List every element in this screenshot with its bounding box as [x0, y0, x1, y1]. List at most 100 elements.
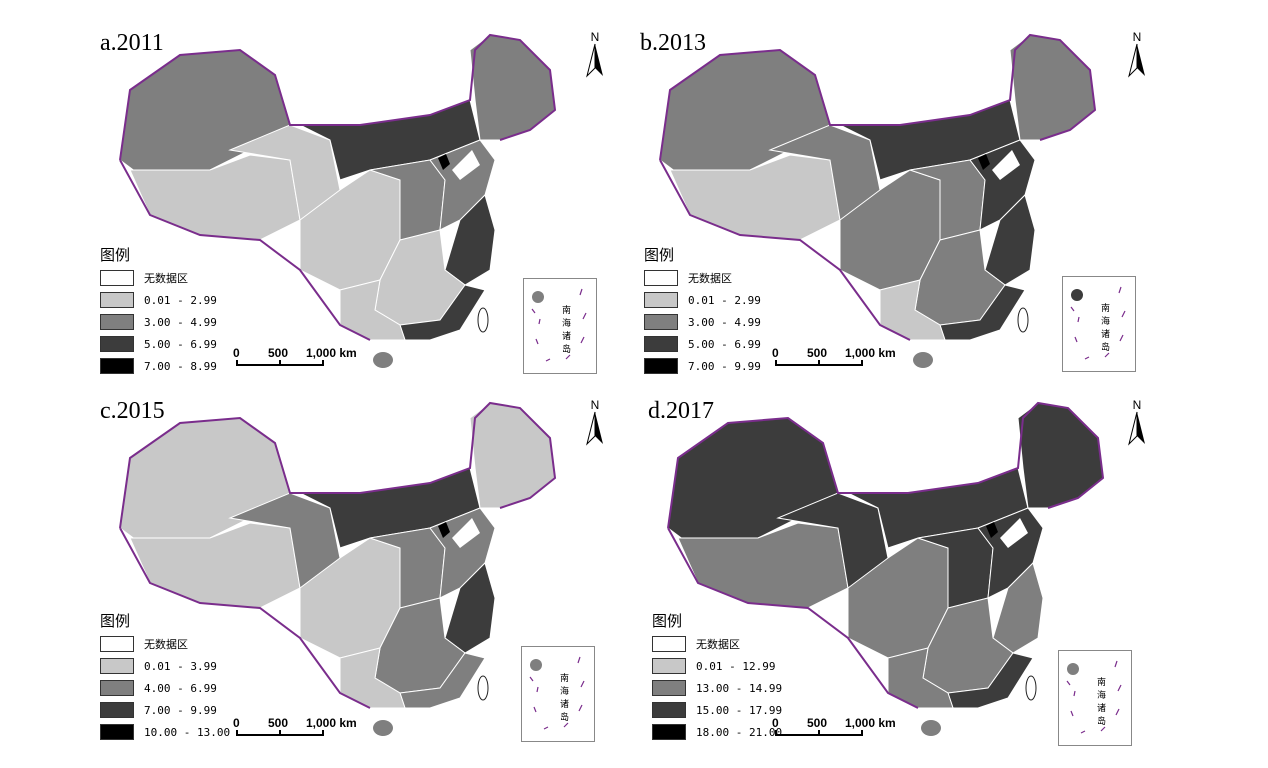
china-map — [667, 401, 1105, 736]
north-arrow-icon: N — [1125, 30, 1149, 80]
map-panel-2017: d.2017 N 图例 无数据区 0.01 - 12.99 13.00 - 14.9… — [648, 398, 1208, 768]
legend-swatch — [100, 270, 134, 286]
scale-label-0: 0 — [772, 346, 779, 360]
legend-title: 图例 — [652, 612, 683, 630]
legend-label: 0.01 - 2.99 — [144, 293, 217, 307]
bohai-sea — [992, 150, 1020, 180]
legend-title: 图例 — [644, 246, 675, 264]
scale-label-1000: 1,000 km — [306, 346, 357, 360]
legend-label: 无数据区 — [144, 272, 188, 285]
panel-title: d.2017 — [648, 398, 714, 424]
legend-swatch — [644, 358, 678, 374]
scale-label-1000: 1,000 km — [845, 346, 896, 360]
legend-swatch — [644, 270, 678, 286]
north-label: N — [1132, 30, 1142, 44]
scale-label-500: 500 — [268, 346, 289, 360]
legend-item: 无数据区 — [652, 633, 782, 655]
legend-item: 7.00 - 9.99 — [644, 355, 761, 377]
legend-label: 0.01 - 12.99 — [696, 659, 776, 673]
panel-title: b.2013 — [640, 30, 706, 56]
legend-swatch — [644, 314, 678, 330]
panel-title: c.2015 — [100, 398, 165, 424]
north-label: N — [590, 30, 600, 44]
legend-swatch — [100, 314, 134, 330]
legend-label: 13.00 - 14.99 — [696, 681, 783, 695]
province-region — [939, 284, 1026, 341]
province-region — [469, 34, 556, 141]
legend-swatch — [100, 702, 134, 718]
scale-label-500: 500 — [807, 716, 828, 730]
legend-swatch — [100, 336, 134, 352]
legend-item: 10.00 - 13.00 — [100, 721, 230, 743]
province-region — [399, 652, 486, 709]
national-border — [659, 33, 1097, 341]
legend-swatch — [652, 658, 686, 674]
beijing-region — [978, 154, 990, 170]
china-map — [119, 33, 557, 368]
north-arrow-icon: N — [583, 398, 607, 448]
taiwan-region — [1017, 307, 1029, 333]
china-map — [659, 33, 1097, 368]
south-china-sea-inset: 南海诸岛 — [1062, 276, 1136, 372]
taiwan-region — [1025, 675, 1037, 701]
taiwan-region — [477, 675, 489, 701]
legend-label: 10.00 - 13.00 — [144, 725, 231, 739]
legend-item: 5.00 - 6.99 — [100, 333, 217, 355]
legend-item: 3.00 - 4.99 — [100, 311, 217, 333]
legend-label: 0.01 - 3.99 — [144, 659, 217, 673]
legend-label: 7.00 - 9.99 — [144, 703, 217, 717]
legend-swatch — [100, 636, 134, 652]
scale-bar: 0 500 1,000 km — [233, 346, 357, 372]
legend-item: 0.01 - 2.99 — [644, 289, 761, 311]
province-region — [1009, 34, 1096, 141]
scale-label-0: 0 — [772, 716, 779, 730]
legend-item: 7.00 - 9.99 — [100, 699, 230, 721]
legend-item: 13.00 - 14.99 — [652, 677, 782, 699]
legend-item: 无数据区 — [100, 267, 217, 289]
beijing-region — [438, 154, 450, 170]
legend-swatch — [100, 680, 134, 696]
legend-swatch — [652, 724, 686, 740]
legend-item: 4.00 - 6.99 — [100, 677, 230, 699]
bohai-sea — [1000, 518, 1028, 548]
legend-item: 0.01 - 2.99 — [100, 289, 217, 311]
legend-swatch — [652, 636, 686, 652]
legend-label: 7.00 - 9.99 — [688, 359, 761, 373]
legend-item: 7.00 - 8.99 — [100, 355, 217, 377]
legend-title: 图例 — [100, 246, 131, 264]
beijing-region — [438, 522, 450, 538]
legend-swatch — [100, 292, 134, 308]
inset-label: 南海诸岛 — [562, 306, 572, 355]
north-label: N — [590, 398, 600, 412]
national-border — [119, 33, 557, 341]
inset-label: 南海诸岛 — [1097, 678, 1107, 727]
scale-label-1000: 1,000 km — [845, 716, 896, 730]
map-panel-2015: c.2015 N 图例 无数据区 0.01 - 3.99 4.00 - 6.99 7.… — [100, 398, 660, 768]
scale-label-0: 0 — [233, 716, 240, 730]
legend-swatch — [644, 336, 678, 352]
legend: 图例 无数据区 0.01 - 2.99 3.00 - 4.99 5.00 - 6.99… — [100, 244, 217, 377]
legend-label: 4.00 - 6.99 — [144, 681, 217, 695]
legend-swatch — [100, 658, 134, 674]
scale-label-500: 500 — [268, 716, 289, 730]
map-panel-2013: b.2013 N 图例 无数据区 0.01 - 2.99 3.00 - 4.99 5.… — [640, 30, 1200, 400]
bohai-sea — [452, 150, 480, 180]
hainan-region — [913, 352, 933, 368]
legend-item: 15.00 - 17.99 — [652, 699, 782, 721]
legend-label: 3.00 - 4.99 — [144, 315, 217, 329]
taiwan-region — [477, 307, 489, 333]
legend-label: 7.00 - 8.99 — [144, 359, 217, 373]
legend-label: 无数据区 — [696, 638, 740, 651]
legend-label: 无数据区 — [144, 638, 188, 651]
scale-label-0: 0 — [233, 346, 240, 360]
legend-item: 5.00 - 6.99 — [644, 333, 761, 355]
south-china-sea-inset: 南海诸岛 — [523, 278, 597, 374]
legend-label: 3.00 - 4.99 — [688, 315, 761, 329]
legend-label: 18.00 - 21.00 — [696, 725, 783, 739]
legend: 图例 无数据区 0.01 - 3.99 4.00 - 6.99 7.00 - 9.99… — [100, 610, 230, 743]
scale-bar: 0 500 1,000 km — [772, 346, 896, 372]
scale-bar: 0 500 1,000 km — [772, 716, 896, 742]
north-label: N — [1132, 398, 1142, 412]
hainan-region — [373, 352, 393, 368]
legend: 图例 无数据区 0.01 - 2.99 3.00 - 4.99 5.00 - 6.99… — [644, 244, 761, 377]
